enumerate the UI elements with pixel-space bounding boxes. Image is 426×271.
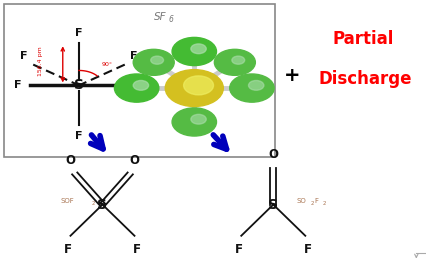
Text: 2: 2 (92, 201, 95, 206)
FancyBboxPatch shape (4, 4, 275, 157)
Text: 156.4 pm: 156.4 pm (38, 46, 43, 76)
Text: 2: 2 (322, 201, 325, 206)
Text: 2: 2 (310, 201, 313, 206)
Text: F: F (303, 243, 311, 256)
Text: F: F (130, 51, 138, 61)
Circle shape (114, 74, 158, 102)
Text: S: S (74, 78, 84, 92)
Circle shape (172, 37, 216, 66)
Text: F: F (20, 51, 28, 61)
Circle shape (190, 44, 206, 54)
Text: SF: SF (153, 12, 166, 22)
Circle shape (214, 49, 255, 75)
Circle shape (133, 49, 174, 75)
Text: S: S (268, 198, 278, 212)
Text: F: F (64, 243, 72, 256)
Circle shape (183, 76, 213, 95)
Circle shape (248, 80, 263, 90)
Text: Partial: Partial (331, 30, 393, 48)
Text: F: F (75, 131, 83, 141)
Text: O: O (65, 154, 75, 167)
Circle shape (229, 74, 273, 102)
Text: SO: SO (296, 198, 306, 204)
Circle shape (172, 108, 216, 136)
Text: F: F (136, 80, 144, 90)
Text: SOF: SOF (61, 198, 75, 204)
Text: O: O (129, 154, 139, 167)
Text: S: S (97, 198, 107, 212)
Text: 6: 6 (168, 15, 173, 24)
Text: 90°: 90° (101, 62, 112, 67)
Circle shape (133, 80, 148, 90)
Text: F: F (132, 243, 140, 256)
Circle shape (165, 70, 223, 107)
Circle shape (150, 56, 163, 64)
Text: F: F (75, 28, 83, 38)
Text: F: F (235, 243, 242, 256)
Text: O: O (268, 148, 278, 161)
Text: F: F (14, 80, 21, 90)
Text: Discharge: Discharge (318, 70, 411, 88)
Text: +: + (284, 66, 300, 85)
Circle shape (190, 114, 206, 124)
Circle shape (231, 56, 244, 64)
Text: F: F (314, 198, 318, 204)
